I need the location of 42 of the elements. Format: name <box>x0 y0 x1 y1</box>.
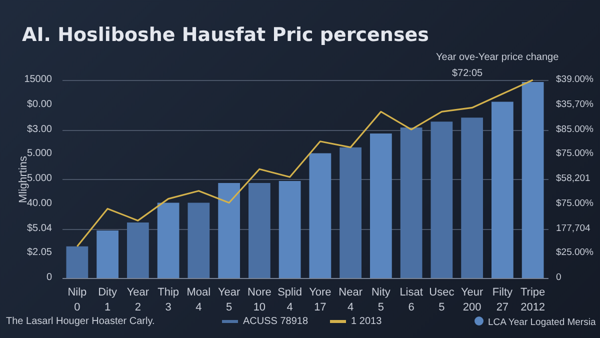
x-tick-label: Near 4 <box>338 286 363 314</box>
text: $39.00% <box>556 74 594 86</box>
text: 15000 <box>24 74 52 86</box>
text: Year ove-Year price change <box>436 52 559 63</box>
text: $25.00% <box>556 247 594 260</box>
text: $85.00% <box>556 124 594 136</box>
x-tick-label: Lisat 6 <box>400 286 423 314</box>
text: 177,704 <box>556 222 590 234</box>
x-tick-label: Nore 10 <box>248 286 272 314</box>
text: 40.00 <box>26 198 52 210</box>
x-tick-label: Filty 27 <box>492 286 514 314</box>
text: $5.04 <box>26 222 52 234</box>
legend-label: ACUSS 78918 <box>242 316 308 327</box>
text: $75.00% <box>556 198 594 210</box>
text: $0.00 <box>26 98 52 111</box>
text: 0 <box>556 272 562 284</box>
x-tick-label: Dity 1 <box>98 286 118 314</box>
chart-title: AI. Hosliboshe Hausfat Pric percenses <box>22 24 429 46</box>
text: The Lasarl Houger Hoaster Carly. <box>6 316 155 327</box>
text: 0 <box>46 272 52 284</box>
text: $58,201 <box>556 173 590 185</box>
legend-label: 1 2013 <box>350 316 382 327</box>
x-tick-label: Yore 17 <box>309 286 332 314</box>
x-tick-label: Usec 5 <box>429 286 455 314</box>
text: LCA Year Logated Mersia <box>487 316 596 328</box>
x-tick-label: Nilp 0 <box>68 286 87 314</box>
text: 5.000 <box>26 148 52 160</box>
text: $2.05 <box>26 247 52 260</box>
text: $72:05 <box>452 68 483 79</box>
y-axis-title: Mlighrtins <box>18 155 30 204</box>
x-tick-label: Tripe 2012 <box>520 286 546 314</box>
x-tick-label: Moal 4 <box>186 286 211 314</box>
x-tick-label: Yeur 200 <box>460 286 484 314</box>
x-tick-label: Nity 5 <box>371 286 391 314</box>
text: 5.000 <box>26 173 52 184</box>
text: $35,70% <box>556 98 594 111</box>
x-tick-label: Year 5 <box>218 286 241 314</box>
text: $3.00 <box>26 124 52 136</box>
x-tick-label: Thip 3 <box>158 286 180 314</box>
x-tick-label: Year 2 <box>126 286 150 314</box>
x-tick-label: Splid 4 <box>278 286 302 314</box>
text: $75.00% <box>556 148 594 160</box>
